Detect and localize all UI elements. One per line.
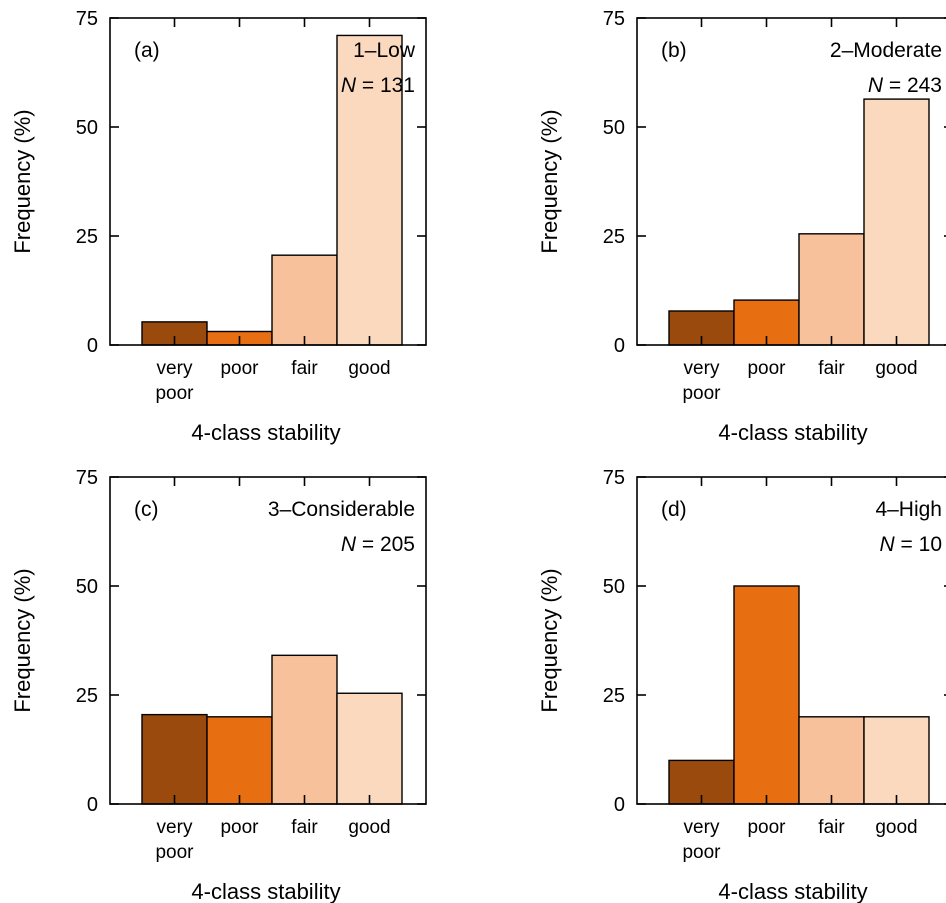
plot-frame-2 [109, 476, 427, 805]
panel-n-value-2: = 205 [356, 533, 415, 556]
cat-label-2-0-1: poor [155, 842, 194, 863]
cat-label-1-2-0: fair [818, 358, 845, 379]
cat-label-2-3-0: good [348, 817, 390, 838]
cat-label-0-3-0: good [348, 358, 390, 379]
panel-n-3: N = 10 [880, 533, 942, 556]
ytick-label-2-1: 25 [76, 685, 98, 707]
ylabel-0: Frequency (%) [10, 109, 35, 253]
ytick-label-3-2: 50 [603, 576, 625, 598]
ytick-label-2-0: 0 [87, 794, 98, 816]
cat-label-2-0-0: very [157, 817, 193, 838]
cat-label-3-2-0: fair [818, 817, 845, 838]
chart-panel-1: 0 25 50 75 very poor poor fair good 4-class stabi… [537, 8, 946, 445]
ytick-label-3-3: 75 [603, 467, 625, 489]
chart-panel-2: 0 25 50 75 very poor poor fair good 4-class stabi… [10, 467, 427, 903]
panel-title-3: 4–High [875, 498, 942, 521]
ytick-label-3-1: 25 [603, 685, 625, 707]
cat-label-3-0-1: poor [682, 842, 721, 863]
panel-n-2: N = 205 [341, 533, 415, 556]
panel-n-value-1: = 243 [883, 74, 942, 97]
panel-n-symbol-2: N [341, 533, 357, 556]
ytick-label-2-2: 50 [76, 576, 98, 598]
cat-label-1-0-0: very [684, 358, 720, 379]
cat-label-2-2-0: fair [291, 817, 318, 838]
chart-panel-0: 0 25 50 75 very poor poor fair good 4-class stabi… [10, 8, 427, 445]
cat-label-1-1-0: poor [747, 358, 786, 379]
bar-3-1 [733, 585, 800, 805]
panel-n-0: N = 131 [341, 74, 415, 97]
cat-label-3-1-0: poor [747, 817, 786, 838]
ytick-label-1-1: 25 [603, 226, 625, 248]
ytick-label-1-3: 75 [603, 8, 625, 30]
cat-label-3-0-0: very [684, 817, 720, 838]
bar-2-0 [141, 713, 208, 805]
bar-2-2 [271, 654, 338, 805]
cat-label-0-0-0: very [157, 358, 193, 379]
ytick-label-0-3: 75 [76, 8, 98, 30]
xlabel-2: 4-class stability [191, 879, 340, 903]
plot-frame-0 [109, 17, 427, 346]
ytick-label-3-0: 0 [614, 794, 625, 816]
bar-1-3 [863, 98, 930, 346]
panel-title-2: 3–Considerable [268, 498, 415, 521]
bar-1-2 [798, 233, 865, 346]
xlabel-1: 4-class stability [718, 420, 867, 445]
ylabel-1: Frequency (%) [537, 109, 562, 253]
panel-letter-0: (a) [134, 39, 160, 62]
cat-label-1-3-0: good [875, 358, 917, 379]
ytick-label-1-0: 0 [614, 335, 625, 357]
cat-label-3-3-0: good [875, 817, 917, 838]
bar-3-2 [798, 716, 865, 805]
panel-letter-3: (d) [661, 498, 687, 521]
panel-letter-1: (b) [661, 39, 687, 62]
panel-n-1: N = 243 [868, 74, 942, 97]
xlabel-0: 4-class stability [191, 420, 340, 445]
cat-label-1-0-1: poor [682, 383, 721, 404]
ytick-label-2-3: 75 [76, 467, 98, 489]
ylabel-2: Frequency (%) [10, 568, 35, 712]
cat-label-0-2-0: fair [291, 358, 318, 379]
panel-n-value-0: = 131 [356, 74, 415, 97]
ytick-label-0-2: 50 [76, 117, 98, 139]
plot-frame-1 [636, 17, 946, 346]
bar-2-3 [336, 692, 403, 805]
bar-3-3 [863, 716, 930, 805]
plot-frame-3 [636, 476, 946, 805]
panel-letter-2: (c) [134, 498, 159, 521]
ytick-label-0-0: 0 [87, 335, 98, 357]
ytick-label-0-1: 25 [76, 226, 98, 248]
panel-n-symbol-1: N [868, 74, 884, 97]
panel-title-0: 1–Low [353, 39, 416, 62]
bar-0-2 [271, 254, 338, 346]
ylabel-3: Frequency (%) [537, 568, 562, 712]
panel-title-1: 2–Moderate [830, 39, 942, 62]
panel-n-value-3: = 10 [895, 533, 942, 556]
cat-label-0-1-0: poor [220, 358, 259, 379]
panel-n-symbol-0: N [341, 74, 357, 97]
chart-panel-3: 0 25 50 75 very poor poor fair good 4-class stabi… [537, 467, 946, 903]
cat-label-0-0-1: poor [155, 383, 194, 404]
bar-2-1 [206, 716, 273, 805]
cat-label-2-1-0: poor [220, 817, 259, 838]
panel-n-symbol-3: N [880, 533, 896, 556]
ytick-label-1-2: 50 [603, 117, 625, 139]
xlabel-3: 4-class stability [718, 879, 867, 903]
